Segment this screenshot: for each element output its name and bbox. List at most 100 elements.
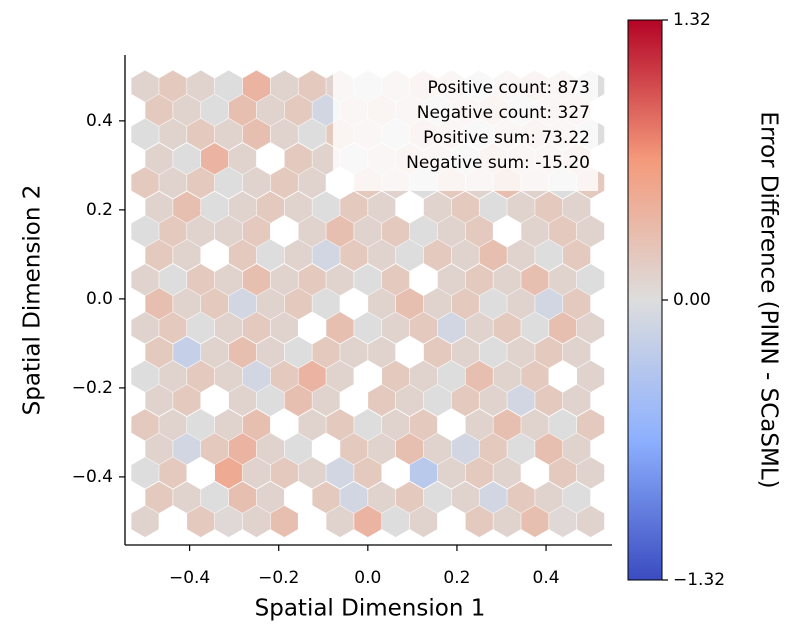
hex-cell <box>340 191 368 223</box>
hex-cell <box>451 336 479 369</box>
hex-cell <box>563 239 591 272</box>
hex-cell <box>131 263 159 296</box>
hex-cell <box>340 336 368 369</box>
hex-cell <box>145 191 173 223</box>
hex-cell <box>228 336 257 369</box>
hex-cell <box>354 263 382 296</box>
hex-cell <box>382 360 410 393</box>
hex-cell <box>256 239 285 272</box>
hex-cell <box>465 312 493 344</box>
hex-cell <box>284 433 312 465</box>
hex-cell <box>549 457 577 489</box>
hex-cell <box>284 336 312 369</box>
hex-cell <box>256 481 285 514</box>
hex-cell <box>451 288 479 320</box>
hex-cell <box>507 288 535 320</box>
hex-cell <box>521 505 549 538</box>
hex-cell <box>159 360 187 393</box>
hex-cell <box>242 263 271 296</box>
hex-cell <box>284 191 312 223</box>
hex-cell <box>159 70 187 102</box>
hex-cell <box>576 505 605 538</box>
hex-cell <box>423 481 452 514</box>
hex-cell <box>131 360 159 393</box>
hex-cell <box>465 457 493 489</box>
hex-cell <box>549 409 577 441</box>
hex-cell <box>423 288 452 320</box>
hex-cell <box>563 481 591 514</box>
hex-cell <box>284 384 312 417</box>
hex-cell <box>535 288 563 320</box>
hex-cell <box>201 336 229 369</box>
hex-cell <box>214 166 243 199</box>
hex-cell <box>159 215 187 247</box>
hex-cell <box>326 409 354 441</box>
hex-cell <box>409 505 438 538</box>
hex-cell <box>563 433 591 465</box>
hex-cell <box>326 263 354 296</box>
hex-cell <box>228 288 257 320</box>
hex-cell <box>228 94 257 126</box>
hex-cell <box>507 191 535 223</box>
hex-cell <box>479 433 507 465</box>
hex-cell <box>312 191 340 223</box>
hex-cell <box>395 384 424 417</box>
colorbar <box>627 19 663 581</box>
hex-cell <box>298 360 326 393</box>
hex-cell <box>131 312 159 344</box>
hex-cell <box>131 457 159 489</box>
hex-cell <box>382 263 410 296</box>
annotation: Negative sum: -15.20 <box>406 153 590 173</box>
hex-cell <box>354 457 382 489</box>
colorbar-tick-label: 0.00 <box>673 290 711 310</box>
hex-cell <box>312 142 340 175</box>
hex-cell <box>145 481 173 514</box>
hex-cell <box>131 505 159 538</box>
hex-cell <box>187 409 215 441</box>
hex-cell <box>242 70 271 102</box>
hex-cell <box>159 457 187 489</box>
hex-cell <box>493 409 521 441</box>
hex-cell <box>298 166 326 199</box>
hex-cell <box>326 457 354 489</box>
hex-cell <box>256 94 285 126</box>
hex-cell <box>284 94 312 126</box>
hex-cell <box>270 70 298 102</box>
hex-cell <box>479 481 507 514</box>
hex-cell <box>493 263 521 296</box>
hex-cell <box>145 94 173 126</box>
hex-cell <box>159 263 187 296</box>
hex-cell <box>326 312 354 344</box>
hex-cell <box>521 312 549 344</box>
hex-cell <box>228 481 257 514</box>
hex-cell <box>465 505 493 538</box>
hex-cell <box>576 263 605 296</box>
hex-cell <box>270 312 298 344</box>
hex-cell <box>173 94 201 126</box>
colorbar-tick-label: −1.32 <box>673 570 725 590</box>
hex-cell <box>242 457 271 489</box>
y-tick-label: 0.0 <box>86 289 113 309</box>
hex-cell <box>563 384 591 417</box>
hex-cell <box>145 336 173 369</box>
y-axis-title: Spatial Dimension 2 <box>20 185 46 416</box>
hex-cell <box>493 360 521 393</box>
x-axis-title: Spatial Dimension 1 <box>255 596 486 622</box>
x-tick-label: 0.4 <box>533 568 560 588</box>
hex-cell <box>507 239 535 272</box>
hex-cell <box>270 505 298 538</box>
hex-cell <box>214 312 243 344</box>
hex-cell <box>270 457 298 489</box>
hex-cell <box>131 166 159 199</box>
hex-cell <box>368 481 396 514</box>
hex-cell <box>256 288 285 320</box>
annotation: Positive sum: 73.22 <box>423 128 590 148</box>
hex-cell <box>214 118 243 150</box>
hex-cell <box>326 505 354 538</box>
hex-cell <box>535 239 563 272</box>
hex-cell <box>563 288 591 320</box>
hex-cell <box>173 288 201 320</box>
hex-cell <box>284 288 312 320</box>
hex-cell <box>326 360 354 393</box>
